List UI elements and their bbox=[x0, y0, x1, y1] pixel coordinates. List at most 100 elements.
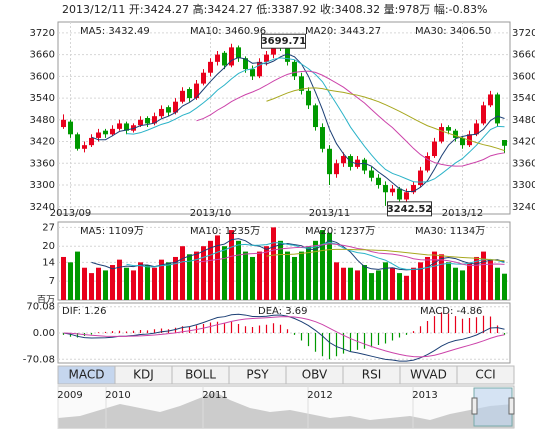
candle-body bbox=[411, 185, 416, 193]
candle-body bbox=[194, 83, 199, 99]
ma-line bbox=[196, 70, 505, 167]
volume-bar bbox=[313, 240, 318, 300]
volume-bar bbox=[285, 251, 290, 300]
candle-body bbox=[474, 123, 479, 135]
candle-body bbox=[432, 141, 437, 157]
y-tick-label: 3720 bbox=[30, 28, 55, 39]
y-tick-label: 20 bbox=[42, 241, 55, 252]
volume-bar bbox=[159, 259, 164, 300]
candle-body bbox=[243, 58, 248, 70]
volume-bar bbox=[222, 246, 227, 300]
volume-bar bbox=[460, 270, 465, 300]
extreme-label: 3242.52 bbox=[387, 204, 433, 215]
y-tick-label: 3240 bbox=[512, 202, 535, 213]
tab[interactable] bbox=[456, 365, 515, 385]
candle-body bbox=[152, 116, 157, 124]
legend-entry: MA30: 3406.50 bbox=[415, 26, 491, 37]
volume-bar bbox=[180, 246, 185, 300]
tab-label[interactable]: BOLL bbox=[185, 368, 216, 382]
plot-area bbox=[61, 227, 507, 300]
y-tick-label: 3300 bbox=[30, 180, 55, 191]
volume-ma-line bbox=[266, 248, 505, 262]
tab-label[interactable]: OBV bbox=[302, 368, 328, 382]
candle-body bbox=[236, 47, 241, 59]
navigator-window[interactable] bbox=[473, 387, 513, 427]
volume-panel bbox=[57, 221, 511, 301]
volume-bar bbox=[173, 256, 178, 300]
tab-label[interactable]: WVAD bbox=[410, 368, 447, 382]
candle-body bbox=[96, 132, 101, 138]
navigator-area bbox=[58, 392, 514, 428]
x-tick-label: 2013/11 bbox=[309, 208, 351, 219]
volume-bar bbox=[236, 240, 241, 300]
timeline-label: 2013 bbox=[412, 390, 437, 401]
candle-body bbox=[173, 101, 178, 113]
y-tick-label: 3660 bbox=[512, 50, 535, 61]
tab-label[interactable]: CCI bbox=[475, 368, 495, 382]
volume-bar bbox=[229, 230, 234, 300]
candle-body bbox=[166, 107, 171, 113]
plot-area bbox=[61, 40, 507, 206]
tab-label[interactable]: KDJ bbox=[133, 368, 154, 382]
volume-bar bbox=[208, 240, 213, 300]
volume-bar bbox=[446, 262, 451, 300]
candle-body bbox=[75, 134, 80, 149]
navigator-handle[interactable] bbox=[471, 397, 478, 415]
y-tick-label: 70.08 bbox=[26, 302, 55, 313]
tab-label[interactable]: PSY bbox=[246, 368, 269, 382]
candle-body bbox=[229, 47, 234, 66]
dif-line bbox=[63, 313, 505, 362]
volume-bar bbox=[355, 270, 360, 300]
candle-body bbox=[110, 128, 115, 135]
y-tick-label: 7 bbox=[49, 276, 55, 287]
legend-entry: MA5: 1109万 bbox=[80, 226, 144, 237]
extreme-box bbox=[387, 201, 432, 217]
volume-bar bbox=[131, 270, 136, 300]
volume-bar bbox=[404, 275, 409, 300]
volume-bar bbox=[481, 251, 486, 300]
volume-bar bbox=[243, 251, 248, 300]
y-tick-label: 3540 bbox=[512, 93, 535, 104]
candle-body bbox=[159, 108, 164, 117]
candle-body bbox=[439, 127, 444, 142]
volume-bar bbox=[257, 251, 262, 300]
candle-body bbox=[257, 61, 262, 77]
volume-bar bbox=[411, 267, 416, 300]
candle-body bbox=[334, 163, 339, 175]
ma-line bbox=[266, 87, 505, 152]
volume-bar bbox=[502, 273, 507, 300]
volume-bar bbox=[306, 246, 311, 300]
volume-bar bbox=[383, 262, 388, 300]
candle-body bbox=[376, 177, 381, 186]
volume-bar bbox=[425, 256, 430, 300]
volume-bar bbox=[299, 251, 304, 300]
y-tick-label: -70.08 bbox=[23, 354, 55, 365]
extreme-label: 3699.71 bbox=[261, 36, 307, 47]
legend-entry: DEA: 3.69 bbox=[258, 306, 308, 317]
candle-body bbox=[362, 159, 367, 171]
candle-body bbox=[89, 137, 94, 146]
volume-bar bbox=[138, 262, 143, 300]
volume-bar bbox=[488, 259, 493, 300]
navigator-handle[interactable] bbox=[508, 397, 515, 415]
volume-bar bbox=[474, 256, 479, 300]
tab-label[interactable]: MACD bbox=[69, 368, 105, 382]
volume-bar bbox=[432, 251, 437, 300]
candle-body bbox=[299, 76, 304, 91]
volume-bar bbox=[369, 273, 374, 300]
y-tick-label: 3720 bbox=[512, 28, 535, 39]
plot-area bbox=[62, 312, 506, 362]
tab-label[interactable]: RSI bbox=[362, 368, 382, 382]
y-tick-label: 3480 bbox=[512, 115, 535, 126]
candle-body bbox=[306, 90, 311, 106]
y-tick-label: 3360 bbox=[30, 158, 55, 169]
volume-bar bbox=[453, 267, 458, 300]
y-tick-label: 3420 bbox=[30, 137, 55, 148]
volume-bar bbox=[264, 246, 269, 300]
legend-entry: MA5: 3432.49 bbox=[80, 26, 150, 37]
volume-bar bbox=[362, 265, 367, 300]
volume-bar bbox=[145, 265, 150, 300]
y-tick-label: 3600 bbox=[512, 71, 535, 82]
volume-bar bbox=[397, 273, 402, 300]
volume-bar bbox=[117, 259, 122, 300]
